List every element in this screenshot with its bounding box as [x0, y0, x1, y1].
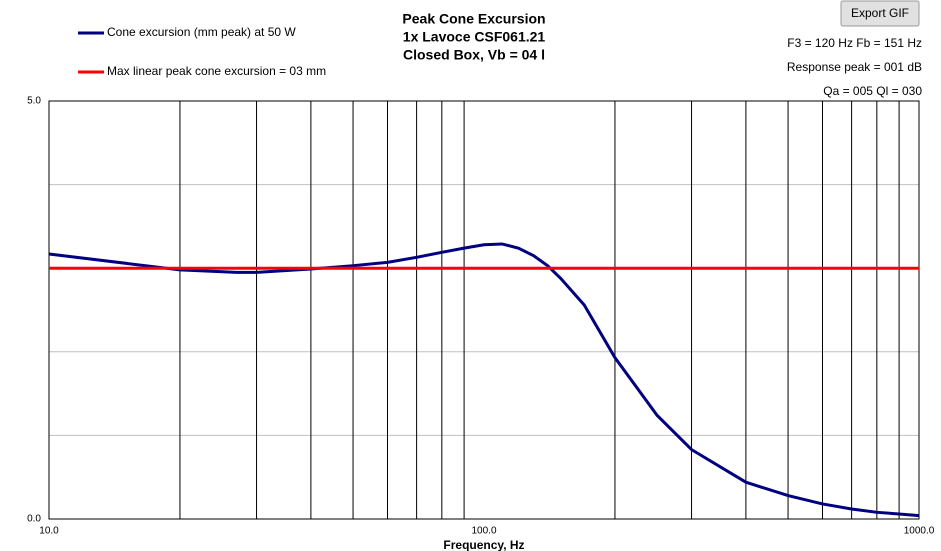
chart-title: Closed Box, Vb = 04 l	[403, 47, 545, 63]
plot-area	[49, 101, 919, 519]
y-tick-label: 5.0	[27, 96, 41, 107]
button-label[interactable]: Export GIF	[851, 6, 909, 20]
export-button[interactable]: Export GIF	[840, 0, 920, 27]
x-tick-label: 1000.0	[904, 526, 935, 537]
chart-title: Peak Cone Excursion	[402, 11, 545, 27]
x-tick-label: 100.0	[471, 526, 496, 537]
annotation: F3 = 120 Hz Fb = 151 Hz	[787, 36, 922, 50]
button-frame[interactable]	[840, 0, 920, 27]
legend-label: Max linear peak cone excursion = 03 mm	[107, 64, 326, 78]
annotation: Qa = 005 Ql = 030	[823, 84, 922, 98]
y-tick-label: 0.0	[27, 514, 41, 525]
annotation: Response peak = 001 dB	[787, 60, 922, 74]
chart-title: 1x Lavoce CSF061.21	[403, 29, 546, 45]
legend-label: Cone excursion (mm peak) at 50 W	[107, 25, 296, 39]
plot-border	[48, 100, 920, 520]
x-tick-label: 10.0	[39, 526, 59, 537]
x-axis-label: Frequency, Hz	[443, 538, 524, 551]
